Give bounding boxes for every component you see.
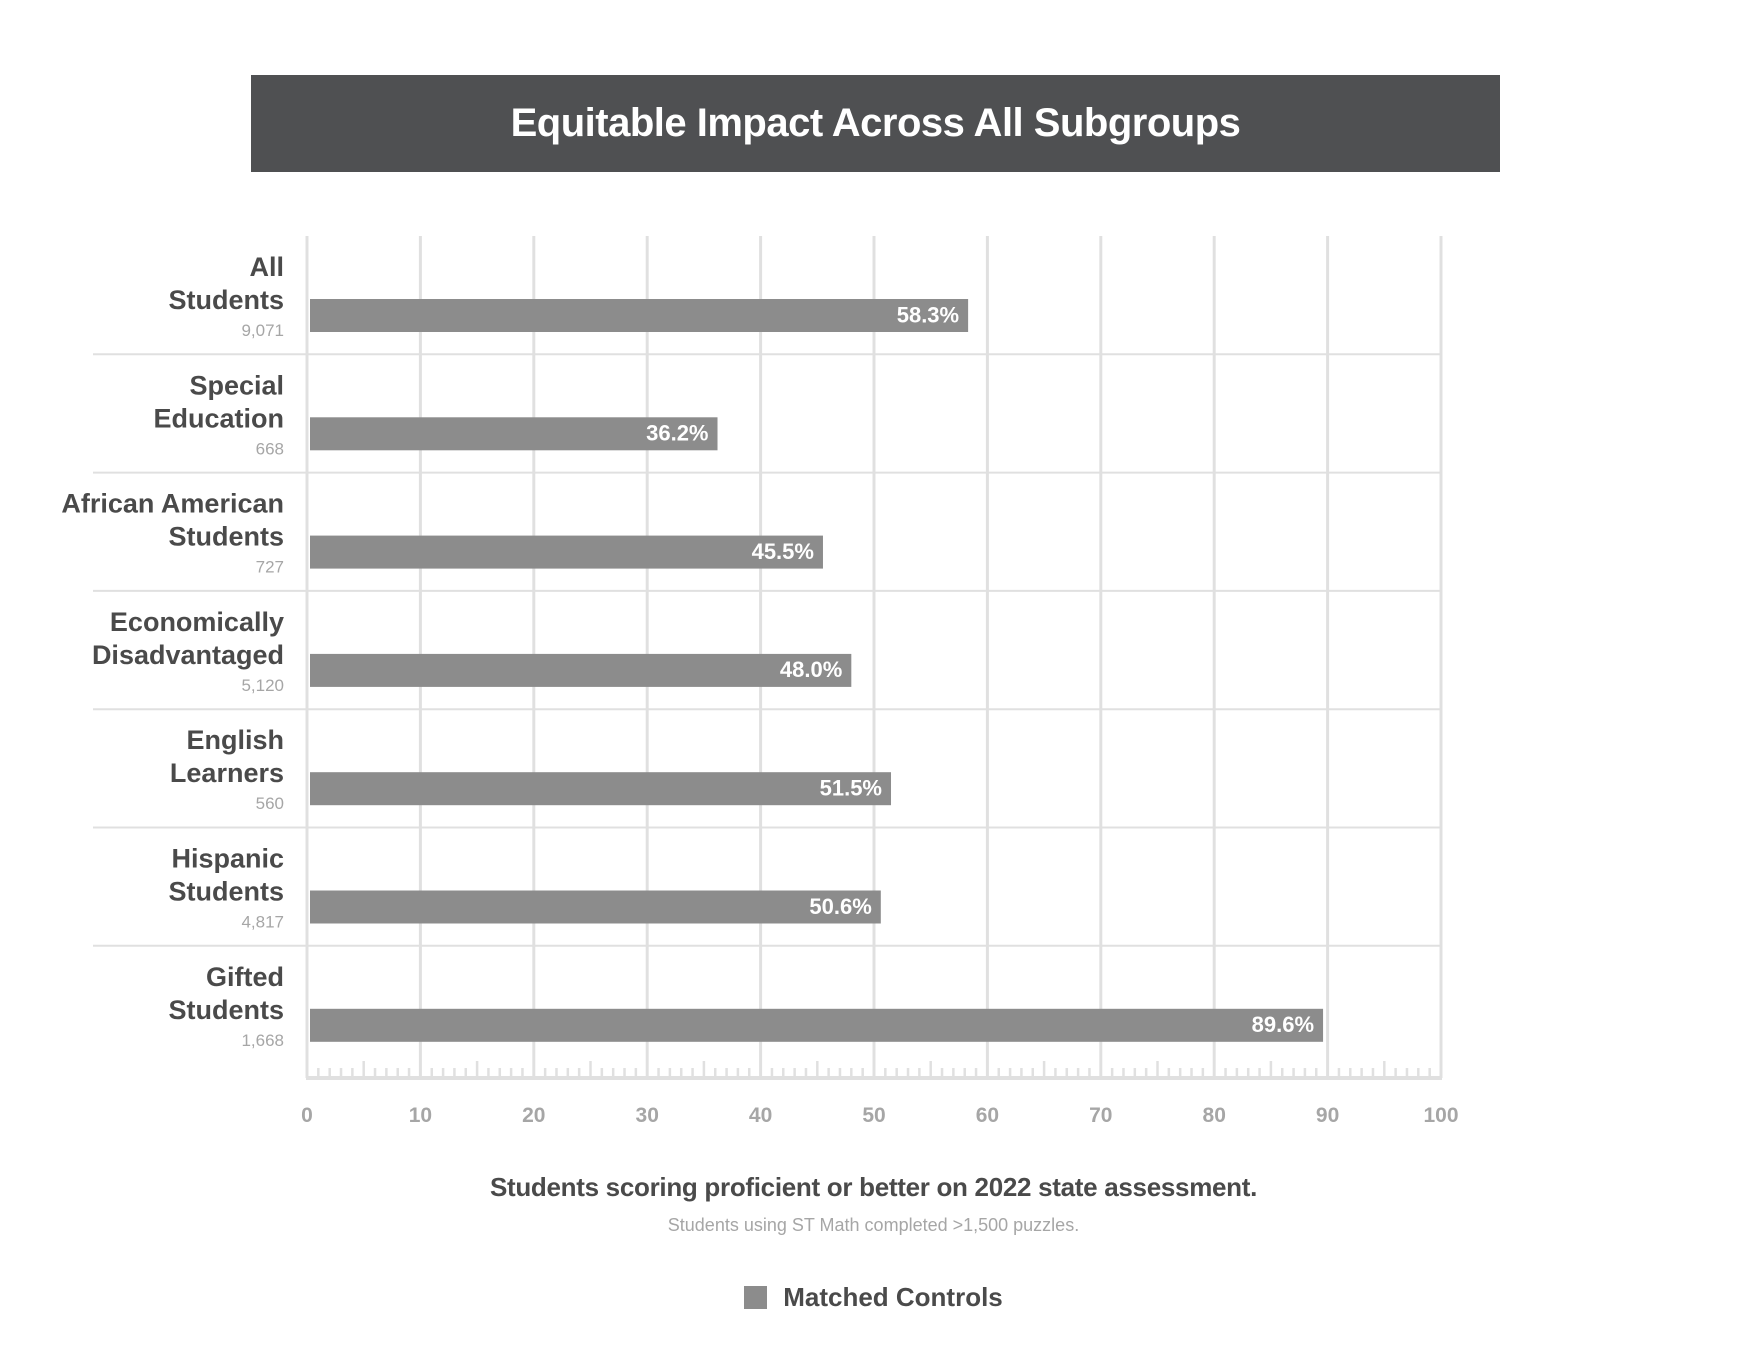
bar-value-label: 50.6% (809, 894, 871, 919)
x-axis-note: Students using ST Math completed >1,500 … (667, 1215, 1080, 1235)
x-tick-label: 70 (1089, 1104, 1112, 1127)
bar-value-label: 48.0% (780, 657, 842, 682)
bar-value-label: 58.3% (897, 302, 959, 327)
category-label: Learners (170, 758, 284, 788)
x-tick-label: 100 (1423, 1104, 1458, 1127)
category-label: Disadvantaged (92, 640, 284, 670)
chart-caption: Students scoring proficient or better on… (0, 1172, 1747, 1236)
category-label: Students (168, 877, 284, 907)
bar (310, 653, 852, 687)
bar (310, 772, 892, 806)
category-label: English (186, 725, 284, 755)
category-count: 560 (256, 794, 284, 813)
category-count: 1,668 (241, 1031, 284, 1050)
bar (310, 1008, 1324, 1042)
bar-value-label: 51.5% (820, 776, 882, 801)
category-label: Students (168, 522, 284, 552)
bar (310, 299, 969, 332)
bar-value-label: 45.5% (752, 539, 814, 564)
category-label: All (249, 252, 284, 282)
bar-value-label: 36.2% (646, 421, 708, 446)
x-tick-label: 20 (522, 1104, 545, 1127)
category-label: Hispanic (171, 844, 284, 874)
x-tick-label: 60 (976, 1104, 999, 1127)
legend-swatch (744, 1286, 768, 1309)
category-label: Students (168, 995, 284, 1025)
category-label: Economically (110, 607, 284, 637)
category-label: Education (153, 403, 284, 433)
x-tick-label: 80 (1203, 1104, 1226, 1127)
x-tick-label: 40 (749, 1104, 772, 1127)
category-label: Students (168, 285, 284, 315)
x-tick-label: 50 (862, 1104, 885, 1127)
bar (310, 890, 881, 924)
category-label: African American (61, 489, 284, 519)
category-label: Special (189, 370, 284, 400)
category-count: 668 (256, 439, 284, 458)
chart-title: Equitable Impact Across All Subgroups (510, 101, 1241, 145)
category-count: 727 (256, 558, 284, 577)
bar (310, 417, 718, 451)
x-tick-label: 30 (636, 1104, 659, 1127)
legend: Matched Controls (0, 1282, 1747, 1313)
legend-label: Matched Controls (783, 1282, 1003, 1312)
x-tick-label: 10 (409, 1104, 432, 1127)
x-axis-label: Students scoring proficient or better on… (489, 1172, 1258, 1202)
bar (310, 535, 823, 569)
x-tick-label: 90 (1316, 1104, 1339, 1127)
chart-title-bar: Equitable Impact Across All Subgroups (251, 75, 1500, 172)
category-count: 4,817 (241, 913, 284, 932)
category-count: 5,120 (241, 676, 284, 695)
category-count: 9,071 (241, 321, 284, 340)
bar-value-label: 89.6% (1252, 1012, 1314, 1037)
category-label: Gifted (206, 962, 284, 992)
x-tick-label: 0 (301, 1104, 313, 1127)
